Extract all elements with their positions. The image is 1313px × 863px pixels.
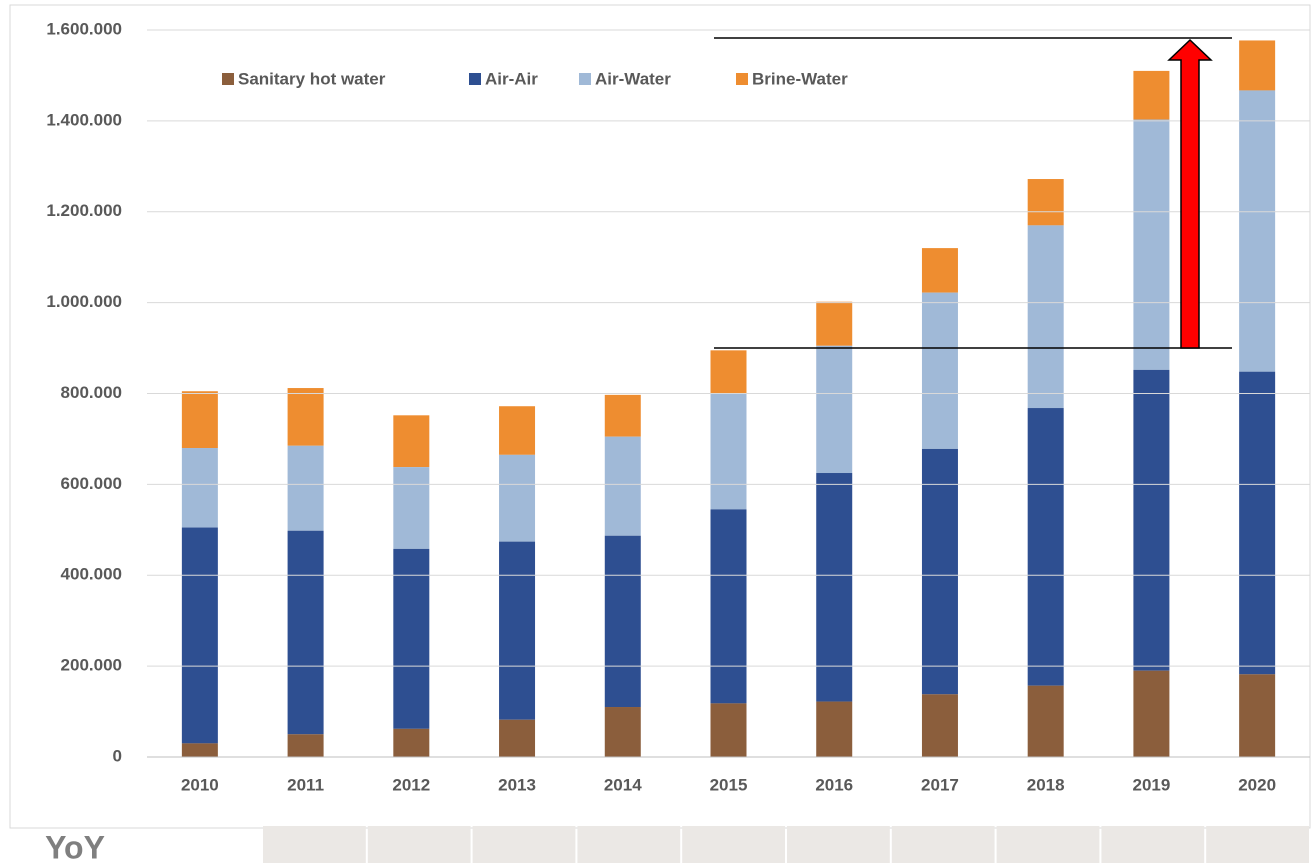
bar-segment (499, 454, 536, 542)
bar-segment (393, 467, 430, 549)
bar-segment (1133, 670, 1170, 757)
bar-segment (1027, 179, 1064, 226)
y-tick-label: 1.000.000 (46, 292, 122, 311)
y-tick-label: 800.000 (61, 383, 122, 402)
bar-segment (710, 509, 747, 704)
yoy-header: YoY (45, 829, 105, 863)
x-tick-label: 2016 (815, 775, 853, 794)
bar-segment (921, 694, 958, 757)
legend-swatch (469, 73, 481, 85)
bar-segment (499, 541, 536, 720)
yoy-cell (1101, 826, 1205, 863)
legend-swatch (579, 73, 591, 85)
yoy-cell (263, 826, 366, 863)
x-tick-label: 2014 (604, 775, 642, 794)
legend-label: Sanitary hot water (238, 69, 386, 88)
legend-label: Brine-Water (752, 69, 848, 88)
x-tick-label: 2013 (498, 775, 536, 794)
bar-segment (604, 535, 641, 708)
bar-segment (287, 530, 324, 735)
yoy-cell (787, 826, 890, 863)
yoy-cell (996, 826, 1100, 863)
y-tick-label: 1.600.000 (46, 19, 122, 38)
legend-swatch (736, 73, 748, 85)
y-tick-label: 1.200.000 (46, 201, 122, 220)
y-tick-label: 200.000 (61, 656, 122, 675)
bar-segment (710, 350, 747, 394)
legend-label: Air-Air (485, 69, 538, 88)
legend-swatch (222, 73, 234, 85)
bar-segment (1133, 70, 1170, 120)
y-tick-label: 0 (113, 746, 122, 765)
bar-segment (287, 445, 324, 531)
x-tick-label: 2018 (1027, 775, 1065, 794)
bar-segment (393, 728, 430, 757)
yoy-cell (891, 826, 995, 863)
x-tick-label: 2012 (392, 775, 430, 794)
y-tick-label: 600.000 (61, 474, 122, 493)
bar-segment (604, 436, 641, 536)
bar-segment (1239, 371, 1276, 675)
yoy-cell (682, 826, 785, 863)
y-tick-label: 400.000 (61, 565, 122, 584)
x-tick-label: 2010 (181, 775, 219, 794)
bar-segment (1027, 685, 1064, 757)
bar-segment (816, 345, 853, 474)
bar-segment (1239, 674, 1276, 757)
x-tick-label: 2015 (710, 775, 748, 794)
bar-segment (181, 448, 218, 528)
bar-segment (287, 388, 324, 446)
bar-segment (921, 248, 958, 293)
bar-segment (181, 527, 218, 744)
yoy-cell (472, 826, 576, 863)
yoy-cell (577, 826, 681, 863)
x-tick-label: 2011 (287, 775, 324, 794)
bar-segment (1027, 408, 1064, 686)
bar-segment (1239, 90, 1276, 372)
legend-label: Air-Water (595, 69, 671, 88)
x-tick-label: 2020 (1238, 775, 1276, 794)
bar-segment (604, 394, 641, 437)
bar-segment (287, 734, 324, 757)
bar-segment (393, 415, 430, 468)
x-tick-label: 2019 (1132, 775, 1170, 794)
bar-segment (1239, 40, 1276, 91)
bar-segment (710, 703, 747, 757)
bar-segment (181, 743, 218, 757)
bar-segment (1027, 225, 1064, 409)
yoy-cell (1206, 826, 1309, 863)
growth-arrow (1167, 38, 1213, 349)
bar-segment (710, 393, 747, 510)
bar-segment (921, 292, 958, 449)
bar-segment (1133, 119, 1170, 370)
x-tick-label: 2017 (921, 775, 959, 794)
bar-segment (499, 719, 536, 757)
bar-segment (1133, 369, 1170, 671)
y-tick-label: 1.400.000 (46, 110, 122, 129)
bar-segment (499, 406, 536, 455)
bar-segment (181, 391, 218, 449)
bar-segment (921, 448, 958, 695)
yoy-cell (367, 826, 471, 863)
bar-segment (604, 707, 641, 757)
bar-segment (816, 701, 853, 757)
bar-segment (816, 301, 853, 346)
bar-segment (393, 548, 430, 729)
bar-segment (816, 473, 853, 702)
